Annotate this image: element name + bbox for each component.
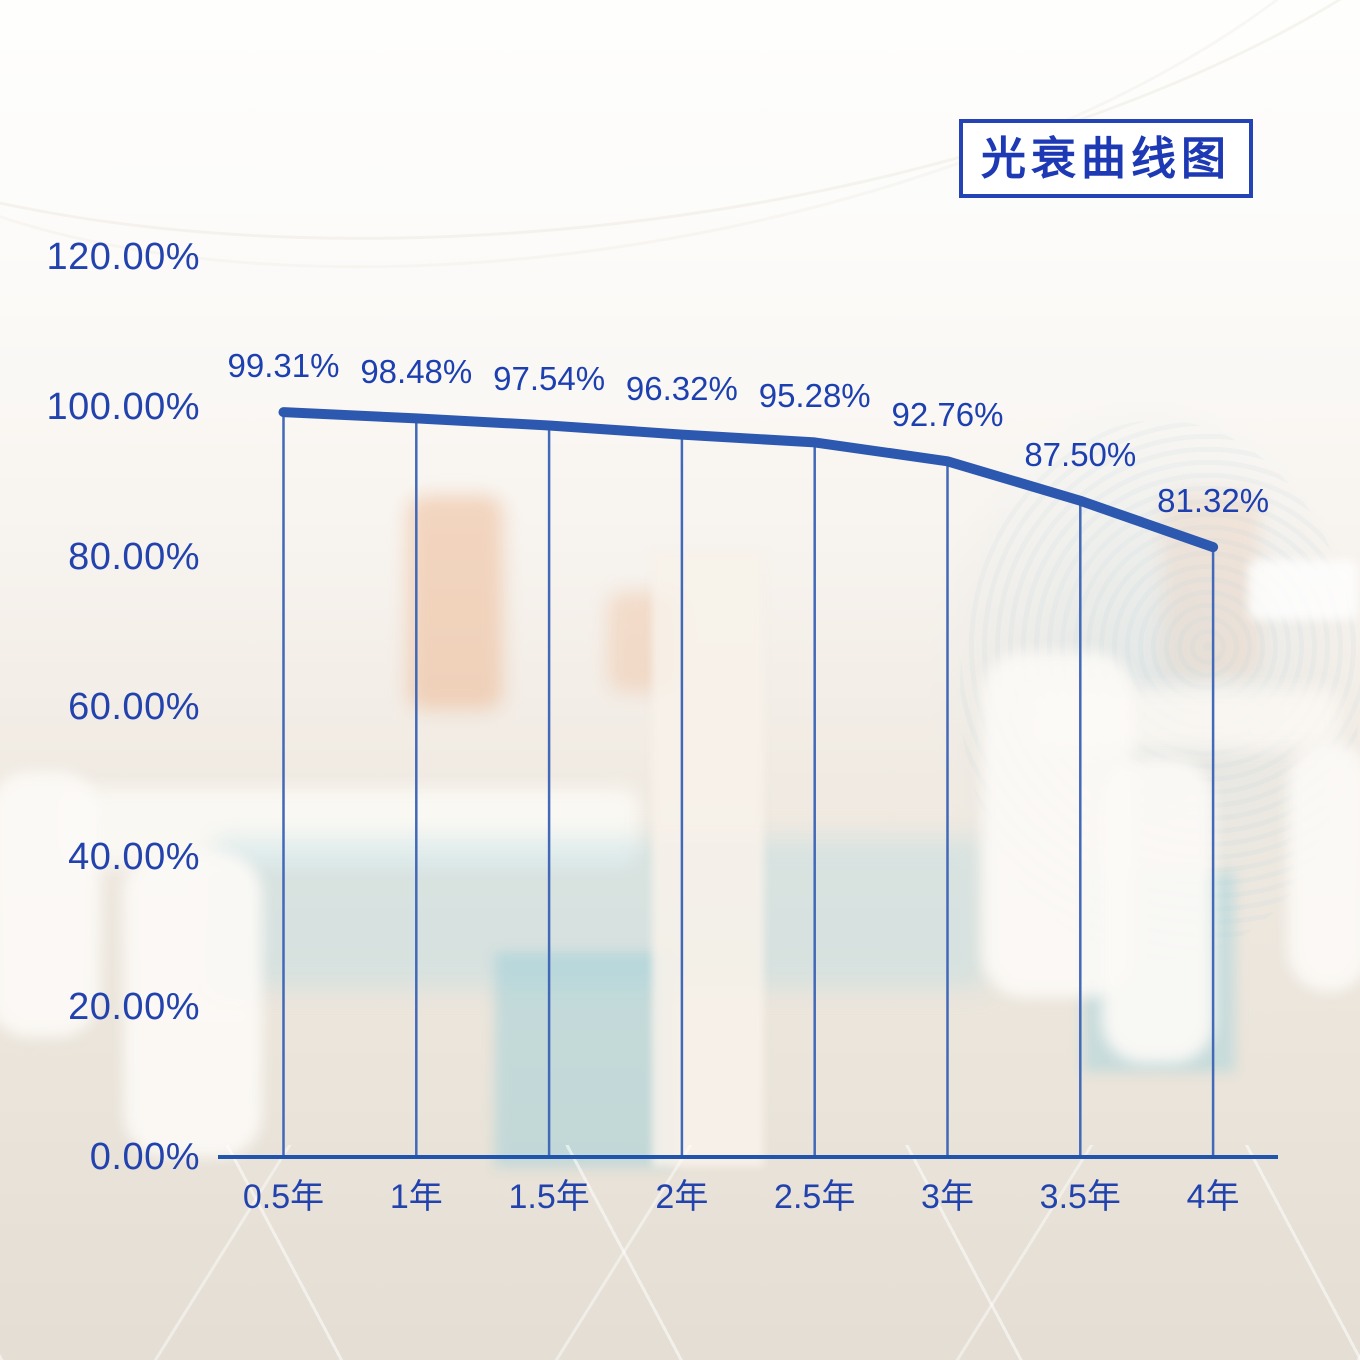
y-axis-tick-label: 20.00% [68,986,200,1028]
x-axis-tick-label: 3年 [921,1178,974,1216]
bg-chair [124,852,262,1157]
y-axis-tick-label: 120.00% [46,236,200,278]
y-axis-tick-label: 100.00% [46,386,200,428]
x-axis-tick-label: 2年 [655,1178,709,1216]
y-axis-tick-label: 40.00% [68,836,200,878]
data-point-label: 92.76% [891,396,1004,434]
data-point-label: 96.32% [625,369,738,407]
chart-title-box: 光衰曲线图 [959,119,1253,198]
chart-title: 光衰曲线图 [980,133,1231,184]
data-point-label: 98.48% [360,353,473,391]
bg-aqua-counter [215,838,985,988]
y-axis-tick-label: 60.00% [68,686,200,728]
series-line [278,407,1219,553]
bg-wall-art [1162,492,1260,677]
bg-watermark [1248,560,1358,620]
data-point-label: 87.50% [1024,435,1137,473]
data-point-label: 95.28% [758,377,871,415]
bg-floor-tiles [0,1145,1360,1360]
x-axis-tick-label: 1年 [389,1178,443,1216]
x-axis-tick-label: 4年 [1186,1178,1240,1216]
bg-chair [0,772,100,1037]
bg-wall-art [408,495,503,710]
bg-chair [1102,758,1214,1063]
x-axis-tick-label: 3.5年 [1039,1178,1121,1216]
x-axis-tick-label: 1.5年 [508,1178,590,1216]
x-axis-tick-label: 2.5年 [774,1178,856,1216]
data-point-label: 99.31% [227,347,340,385]
x-axis-tick-label: 0.5年 [242,1178,325,1216]
y-axis-tick-label: 80.00% [68,536,200,578]
bg-chair [1288,742,1360,992]
data-point-label: 81.32% [1157,482,1270,520]
bg-aqua-counter [495,952,673,1167]
bg-pillar [652,552,764,1167]
data-point-label: 97.54% [493,360,606,398]
y-axis-tick-label: 0.00% [89,1136,200,1178]
